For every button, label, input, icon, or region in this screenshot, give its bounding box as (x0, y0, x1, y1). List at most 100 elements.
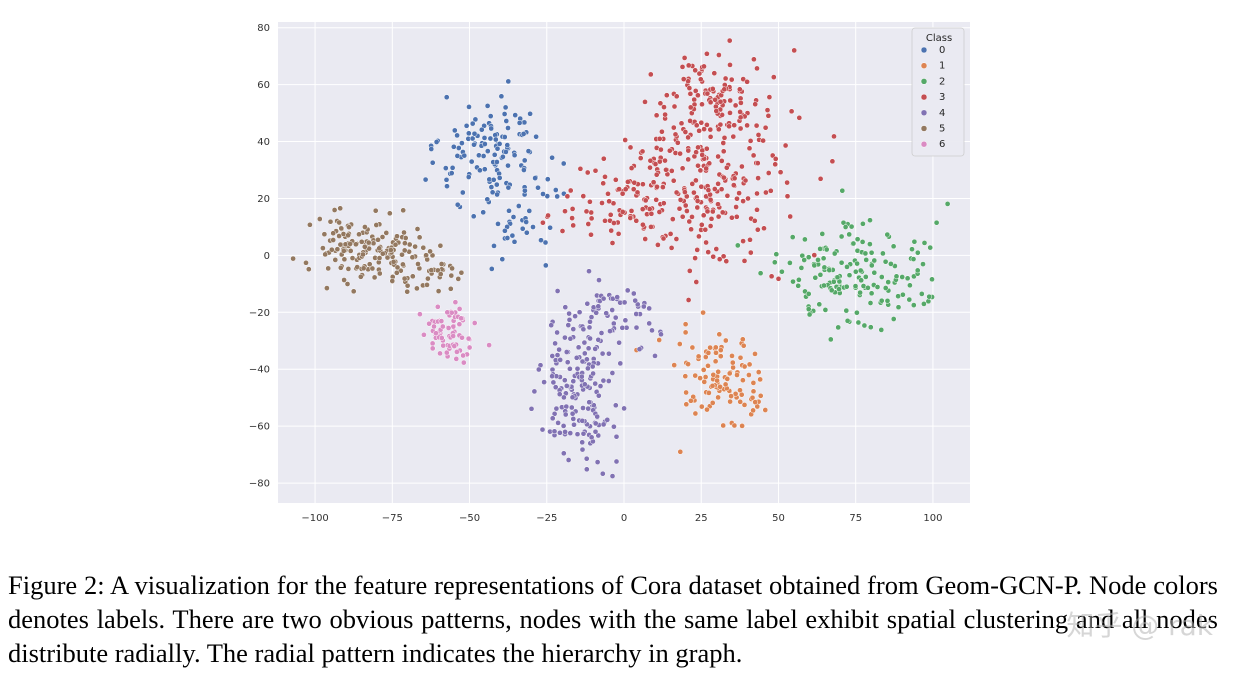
point-class-3 (569, 215, 575, 221)
point-class-3 (615, 230, 622, 237)
point-class-5 (344, 281, 351, 287)
point-class-2 (857, 267, 864, 274)
point-class-5 (400, 207, 407, 214)
point-class-4 (571, 421, 577, 428)
point-class-3 (734, 195, 740, 202)
point-class-2 (920, 261, 926, 267)
point-class-4 (580, 405, 586, 411)
point-class-3 (693, 122, 700, 129)
point-class-3 (661, 104, 667, 110)
legend-marker-6 (920, 140, 928, 148)
point-class-4 (633, 324, 640, 331)
point-class-3 (648, 224, 654, 230)
point-class-0 (487, 113, 494, 119)
point-class-3 (772, 161, 779, 168)
point-class-2 (848, 223, 855, 230)
point-class-3 (715, 201, 721, 208)
point-class-1 (729, 353, 735, 359)
point-class-3 (682, 189, 688, 195)
point-class-2 (844, 317, 851, 324)
point-class-3 (744, 122, 750, 129)
point-class-4 (613, 458, 620, 465)
point-class-3 (642, 236, 649, 242)
point-class-3 (753, 122, 760, 129)
point-class-3 (715, 213, 722, 220)
point-class-3 (746, 145, 753, 152)
point-class-2 (811, 262, 818, 269)
point-class-6 (453, 356, 460, 362)
point-class-5 (336, 219, 343, 226)
point-class-2 (895, 304, 902, 311)
point-class-3 (716, 52, 722, 58)
point-class-0 (527, 110, 533, 117)
point-class-1 (722, 337, 729, 344)
point-class-4 (579, 446, 586, 453)
point-class-4 (592, 428, 599, 435)
point-class-4 (636, 346, 643, 353)
point-class-2 (773, 251, 780, 258)
point-class-2 (828, 287, 835, 294)
legend-label-0: 0 (939, 45, 945, 56)
point-class-1 (752, 351, 758, 357)
point-class-0 (560, 160, 567, 167)
point-class-5 (414, 285, 420, 292)
point-class-5 (402, 240, 408, 247)
point-class-3 (705, 187, 712, 193)
point-class-3 (606, 198, 612, 205)
point-class-0 (521, 157, 528, 164)
point-class-0 (484, 196, 491, 203)
point-class-1 (682, 329, 689, 336)
point-class-0 (465, 174, 472, 180)
point-class-4 (566, 310, 572, 317)
point-class-3 (676, 205, 683, 212)
point-class-3 (580, 193, 587, 199)
point-class-4 (554, 329, 560, 336)
point-class-4 (614, 294, 621, 300)
point-class-4 (568, 404, 575, 411)
point-class-4 (600, 295, 607, 302)
point-class-0 (522, 187, 528, 194)
point-class-0 (488, 184, 495, 190)
point-class-5 (401, 247, 408, 254)
point-class-2 (868, 262, 875, 269)
point-class-2 (904, 275, 911, 282)
point-class-0 (501, 134, 508, 140)
point-class-3 (695, 92, 701, 99)
point-class-0 (523, 219, 530, 225)
point-class-1 (701, 379, 708, 385)
point-class-3 (717, 121, 724, 128)
point-class-2 (911, 238, 918, 245)
point-class-2 (878, 327, 885, 333)
point-class-3 (607, 211, 614, 218)
point-class-1 (676, 341, 683, 347)
point-class-1 (738, 391, 745, 398)
point-class-3 (713, 108, 720, 114)
point-class-3 (715, 126, 722, 133)
point-class-3 (667, 231, 674, 237)
point-class-3 (817, 175, 824, 182)
point-class-3 (663, 166, 669, 173)
y-tick-label: 20 (257, 194, 270, 205)
point-class-3 (685, 134, 691, 141)
point-class-3 (646, 206, 653, 212)
point-class-3 (585, 221, 592, 227)
point-class-2 (893, 273, 900, 280)
legend-marker-0 (920, 46, 928, 54)
point-class-3 (627, 215, 634, 221)
point-class-0 (533, 133, 539, 140)
point-class-1 (724, 376, 731, 382)
point-class-0 (443, 94, 450, 101)
point-class-3 (587, 198, 593, 205)
point-class-3 (677, 197, 684, 203)
point-class-1 (741, 402, 748, 408)
point-class-2 (812, 274, 819, 281)
point-class-5 (448, 272, 455, 279)
point-class-2 (854, 236, 861, 243)
point-class-2 (790, 278, 796, 285)
point-class-3 (698, 221, 705, 228)
point-class-3 (784, 179, 790, 186)
point-class-5 (404, 282, 411, 289)
point-class-5 (402, 235, 409, 241)
legend-marker-4 (920, 109, 928, 117)
point-class-1 (692, 372, 699, 379)
